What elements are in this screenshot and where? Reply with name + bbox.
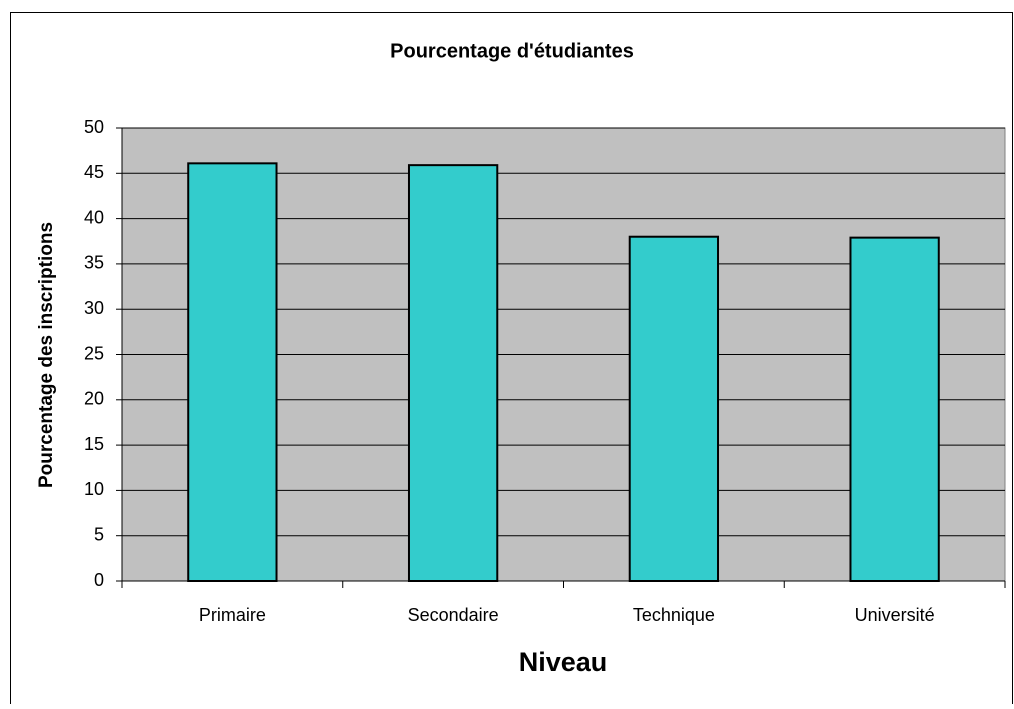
bar <box>628 235 720 582</box>
bar <box>407 164 499 582</box>
x-tick-label: Technique <box>633 605 715 625</box>
bar <box>849 236 940 582</box>
y-tick-label: 25 <box>84 343 104 363</box>
y-axis-label: Pourcentage des inscriptions <box>36 222 57 488</box>
bar <box>187 162 278 582</box>
y-tick-label: 50 <box>84 117 104 137</box>
y-tick-label: 5 <box>94 524 104 544</box>
y-tick-label: 40 <box>84 207 104 227</box>
x-tick-label: Secondaire <box>408 605 499 625</box>
x-tick-label: Primaire <box>199 605 266 625</box>
x-tick-label: Université <box>855 605 935 625</box>
y-tick-label: 35 <box>84 253 104 273</box>
chart-title: Pourcentage d'étudiantes <box>390 40 634 62</box>
x-axis-label: Niveau <box>519 647 608 677</box>
y-tick-label: 20 <box>84 389 104 409</box>
y-tick-label: 10 <box>84 479 104 499</box>
y-tick-label: 0 <box>94 570 104 590</box>
y-tick-label: 30 <box>84 298 104 318</box>
y-tick-label: 45 <box>84 162 104 182</box>
y-tick-label: 15 <box>84 434 104 454</box>
